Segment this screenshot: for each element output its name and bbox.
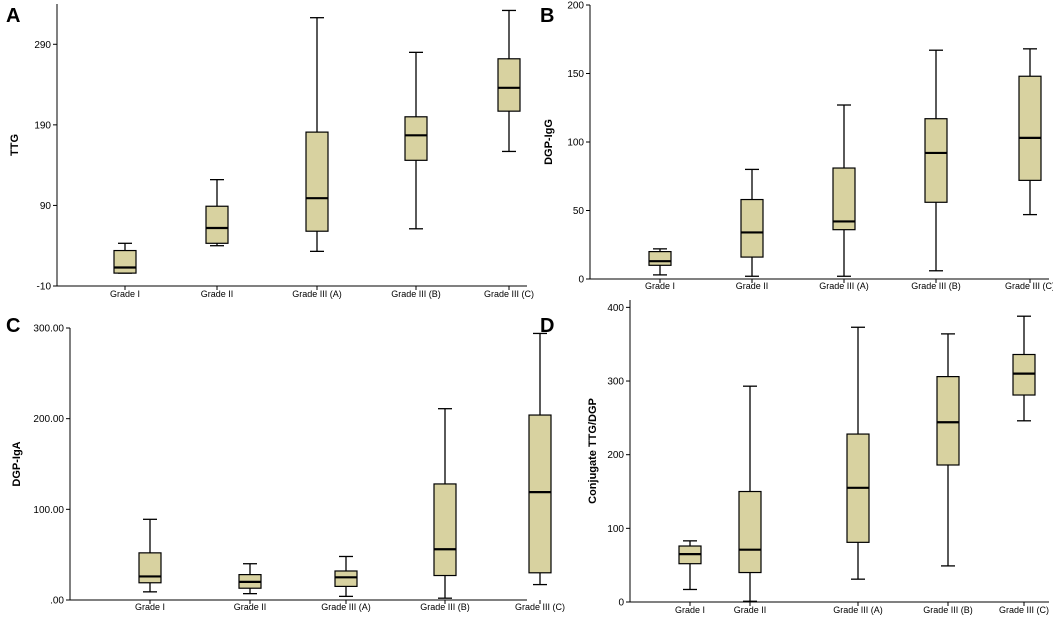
box-plot-3	[305, 17, 329, 253]
box-plot-1	[113, 242, 137, 274]
panel-b: B DGP-IgG 0 50 100 150 200 Grade I Grade II Gra…	[540, 1, 1053, 292]
iqr-box	[433, 483, 457, 577]
box-plot-1	[678, 540, 702, 591]
y-tick-label: 100	[607, 524, 624, 535]
y-tick-label: 100	[567, 138, 584, 149]
x-category-label: Grade III (C)	[515, 602, 565, 612]
iqr-box	[832, 167, 856, 231]
y-tick-label: 150	[567, 69, 584, 80]
panel-letter: C	[6, 315, 20, 337]
y-tick-label: 0	[618, 598, 624, 609]
x-category-label: Grade II	[736, 281, 769, 291]
x-category-label: Grade III (B)	[420, 602, 470, 612]
panel-a: A TTG -10 90 190 290 Grade I Grade II Grade II…	[6, 4, 534, 299]
iqr-box	[528, 414, 552, 574]
box-plot-4	[433, 408, 457, 599]
box-plot-2	[238, 563, 262, 595]
box-plot-4	[404, 51, 428, 230]
box-plot-3	[334, 555, 358, 598]
y-axis-title: DGP-IgA	[11, 441, 23, 486]
box-plot-5	[497, 9, 521, 153]
x-category-label: Grade I	[135, 602, 165, 612]
iqr-box	[497, 58, 521, 112]
x-category-label: Grade III (B)	[391, 289, 441, 299]
iqr-box	[648, 251, 672, 266]
y-tick-label: 300.00	[33, 324, 64, 335]
x-category-label: Grade II	[734, 605, 767, 615]
x-category-label: Grade II	[234, 602, 267, 612]
x-category-label: Grade III (A)	[321, 602, 371, 612]
box-plot-5	[528, 332, 552, 586]
box-plot-1	[648, 248, 672, 276]
box-plot-3	[832, 104, 856, 277]
box-plot-5	[1012, 315, 1036, 422]
box-plot-2	[738, 385, 762, 602]
box-plot-2	[205, 178, 229, 247]
x-category-label: Grade I	[675, 605, 705, 615]
y-tick-label: -10	[37, 282, 52, 293]
y-tick-label: 90	[40, 201, 52, 212]
iqr-box	[936, 376, 960, 466]
iqr-box	[738, 490, 762, 574]
y-axis-title: Conjugate TTG/DGP	[587, 398, 599, 504]
box-plot-4	[936, 333, 960, 567]
y-tick-label: 200	[567, 1, 584, 12]
box-plot-5	[1018, 48, 1042, 216]
iqr-box	[1018, 75, 1042, 181]
iqr-box	[924, 118, 948, 203]
box-plot-1	[138, 518, 162, 593]
panel-letter: D	[540, 315, 554, 337]
iqr-box	[305, 131, 329, 232]
x-category-label: Grade III (A)	[833, 605, 883, 615]
box-plot-2	[740, 168, 764, 277]
panel-c: C DGP-IgA .00 100.00 200.00 300.00 Grade I Gr…	[6, 315, 565, 612]
box-plot-3	[846, 326, 870, 580]
x-category-label: Grade III (A)	[292, 289, 342, 299]
y-tick-label: 50	[573, 206, 585, 217]
x-category-label: Grade III (C)	[999, 605, 1049, 615]
iqr-box	[138, 552, 162, 584]
x-category-label: Grade I	[110, 289, 140, 299]
y-tick-label: 0	[578, 275, 584, 286]
panel-letter: B	[540, 5, 554, 27]
y-tick-label: 400	[607, 303, 624, 314]
x-category-label: Grade III (A)	[819, 281, 869, 291]
iqr-box	[740, 198, 764, 258]
y-tick-label: 200.00	[33, 414, 64, 425]
iqr-box	[205, 205, 229, 244]
y-axis-title: TTG	[9, 134, 21, 156]
y-axis-title: DGP-IgG	[543, 119, 555, 165]
iqr-box	[334, 570, 358, 588]
panel-d: D Conjugate TTG/DGP 0 100 200 300 400 Grade I…	[540, 300, 1049, 615]
x-category-label: Grade III (C)	[1005, 281, 1053, 291]
iqr-box	[113, 249, 137, 274]
y-tick-label: 290	[34, 40, 51, 51]
box-plot-4	[924, 49, 948, 272]
x-category-label: Grade I	[645, 281, 675, 291]
x-category-label: Grade III (B)	[923, 605, 973, 615]
panel-letter: A	[6, 5, 20, 27]
y-tick-label: .00	[50, 596, 64, 607]
iqr-box	[1012, 353, 1036, 396]
x-category-label: Grade III (C)	[484, 289, 534, 299]
iqr-box	[404, 116, 428, 161]
x-category-label: Grade II	[201, 289, 234, 299]
y-tick-label: 190	[34, 120, 51, 131]
y-tick-label: 100.00	[33, 505, 64, 516]
x-category-label: Grade III (B)	[911, 281, 961, 291]
y-tick-label: 300	[607, 377, 624, 388]
y-tick-label: 200	[607, 450, 624, 461]
